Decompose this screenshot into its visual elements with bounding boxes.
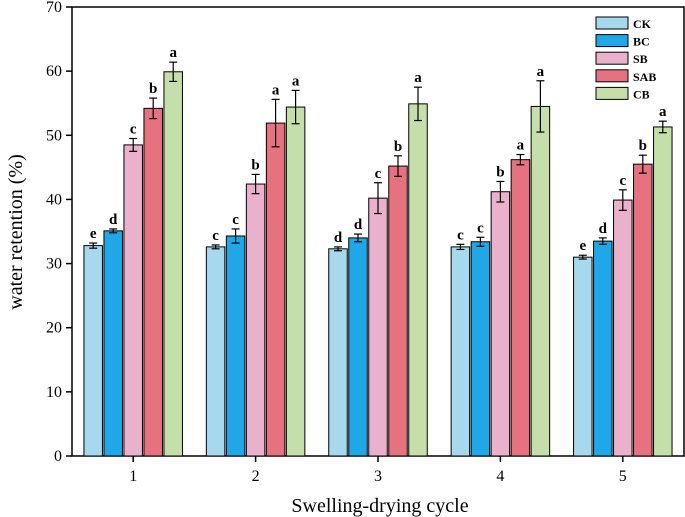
bar-sab-cycle-1 bbox=[143, 107, 163, 457]
significance-letter: c bbox=[619, 173, 626, 189]
significance-letter: a bbox=[272, 82, 280, 98]
bar-sab-cycle-5 bbox=[633, 163, 653, 457]
y-tick-label: 0 bbox=[54, 448, 62, 465]
significance-letter: c bbox=[375, 166, 382, 182]
bars bbox=[83, 71, 673, 457]
significance-letter: b bbox=[149, 81, 157, 97]
bar-cb-cycle-2 bbox=[285, 106, 306, 457]
legend: CK BC SB SAB CB bbox=[595, 16, 656, 101]
x-tick-label: 1 bbox=[129, 468, 137, 485]
legend-label-ck: CK bbox=[633, 17, 652, 31]
legend-swatch-sb bbox=[595, 51, 629, 65]
significance-letter: a bbox=[169, 45, 177, 61]
y-tick-label: 70 bbox=[46, 0, 62, 16]
significance-letter: a bbox=[517, 138, 525, 154]
legend-swatch-sab bbox=[595, 69, 629, 83]
y-tick-label: 10 bbox=[46, 384, 62, 401]
bar-sab-cycle-3 bbox=[388, 165, 408, 457]
x-axis-title: Swelling-drying cycle bbox=[291, 495, 468, 517]
significance-letter: c bbox=[130, 121, 137, 137]
y-tick-label: 30 bbox=[46, 256, 62, 273]
bar-sb-cycle-1 bbox=[123, 144, 143, 457]
significance-letter: c bbox=[477, 220, 484, 236]
legend-swatch-cb bbox=[595, 86, 629, 100]
bar-sab-cycle-4 bbox=[510, 159, 531, 457]
bar-bc-cycle-1 bbox=[103, 230, 123, 457]
significance-letter: a bbox=[292, 73, 300, 89]
significance-letter: c bbox=[457, 227, 464, 243]
bar-sb-cycle-2 bbox=[245, 183, 266, 457]
bar-ck-cycle-2 bbox=[205, 246, 226, 457]
legend-label-sb: SB bbox=[633, 52, 648, 66]
legend-swatch-bc bbox=[595, 34, 629, 48]
bar-bc-cycle-5 bbox=[593, 240, 613, 457]
significance-letter: d bbox=[109, 212, 118, 228]
significance-letter: c bbox=[212, 228, 219, 244]
y-tick-label: 50 bbox=[46, 127, 62, 144]
significance-letter: a bbox=[659, 104, 667, 120]
x-tick-label: 5 bbox=[619, 468, 627, 485]
significance-letter: a bbox=[537, 64, 545, 80]
significance-letter: d bbox=[599, 221, 608, 237]
bar-sb-cycle-3 bbox=[368, 197, 388, 457]
legend-swatch-ck bbox=[595, 16, 629, 30]
significance-letter: b bbox=[251, 157, 259, 173]
bar-ck-cycle-3 bbox=[328, 248, 348, 457]
legend-label-sab: SAB bbox=[633, 70, 656, 84]
bar-cb-cycle-4 bbox=[530, 105, 551, 457]
y-axis-title: water retention (%) bbox=[5, 154, 27, 309]
bar-sab-cycle-2 bbox=[265, 122, 286, 457]
bar-ck-cycle-4 bbox=[450, 246, 471, 457]
legend-label-bc: BC bbox=[633, 35, 650, 49]
bar-bc-cycle-4 bbox=[470, 241, 491, 457]
error-bars bbox=[89, 61, 667, 260]
x-tick-label: 4 bbox=[496, 468, 504, 485]
y-tick-label: 60 bbox=[46, 63, 62, 80]
y-tick-label: 40 bbox=[46, 191, 62, 208]
significance-letter: e bbox=[90, 226, 97, 242]
significance-letter: c bbox=[232, 212, 239, 228]
x-tick-label: 3 bbox=[374, 468, 382, 485]
bar-sb-cycle-5 bbox=[613, 199, 633, 457]
bar-bc-cycle-2 bbox=[225, 235, 246, 457]
significance-letter: b bbox=[496, 164, 504, 180]
significance-letter: d bbox=[354, 217, 363, 233]
bar-ck-cycle-5 bbox=[573, 256, 593, 457]
significance-letter: e bbox=[579, 238, 586, 254]
bar-bc-cycle-3 bbox=[348, 237, 368, 457]
significance-letter: a bbox=[414, 70, 422, 86]
bar-cb-cycle-1 bbox=[163, 71, 183, 457]
y-tick-label: 20 bbox=[46, 320, 62, 337]
significance-letter: b bbox=[394, 139, 402, 155]
bar-cb-cycle-5 bbox=[653, 126, 673, 457]
x-tick-label: 2 bbox=[252, 468, 260, 485]
significance-letter: b bbox=[639, 138, 647, 154]
significance-letter: d bbox=[334, 230, 343, 246]
legend-label-cb: CB bbox=[633, 87, 650, 101]
bar-sb-cycle-4 bbox=[490, 191, 511, 457]
bar-ck-cycle-1 bbox=[83, 245, 103, 457]
bar-cb-cycle-3 bbox=[408, 103, 428, 457]
